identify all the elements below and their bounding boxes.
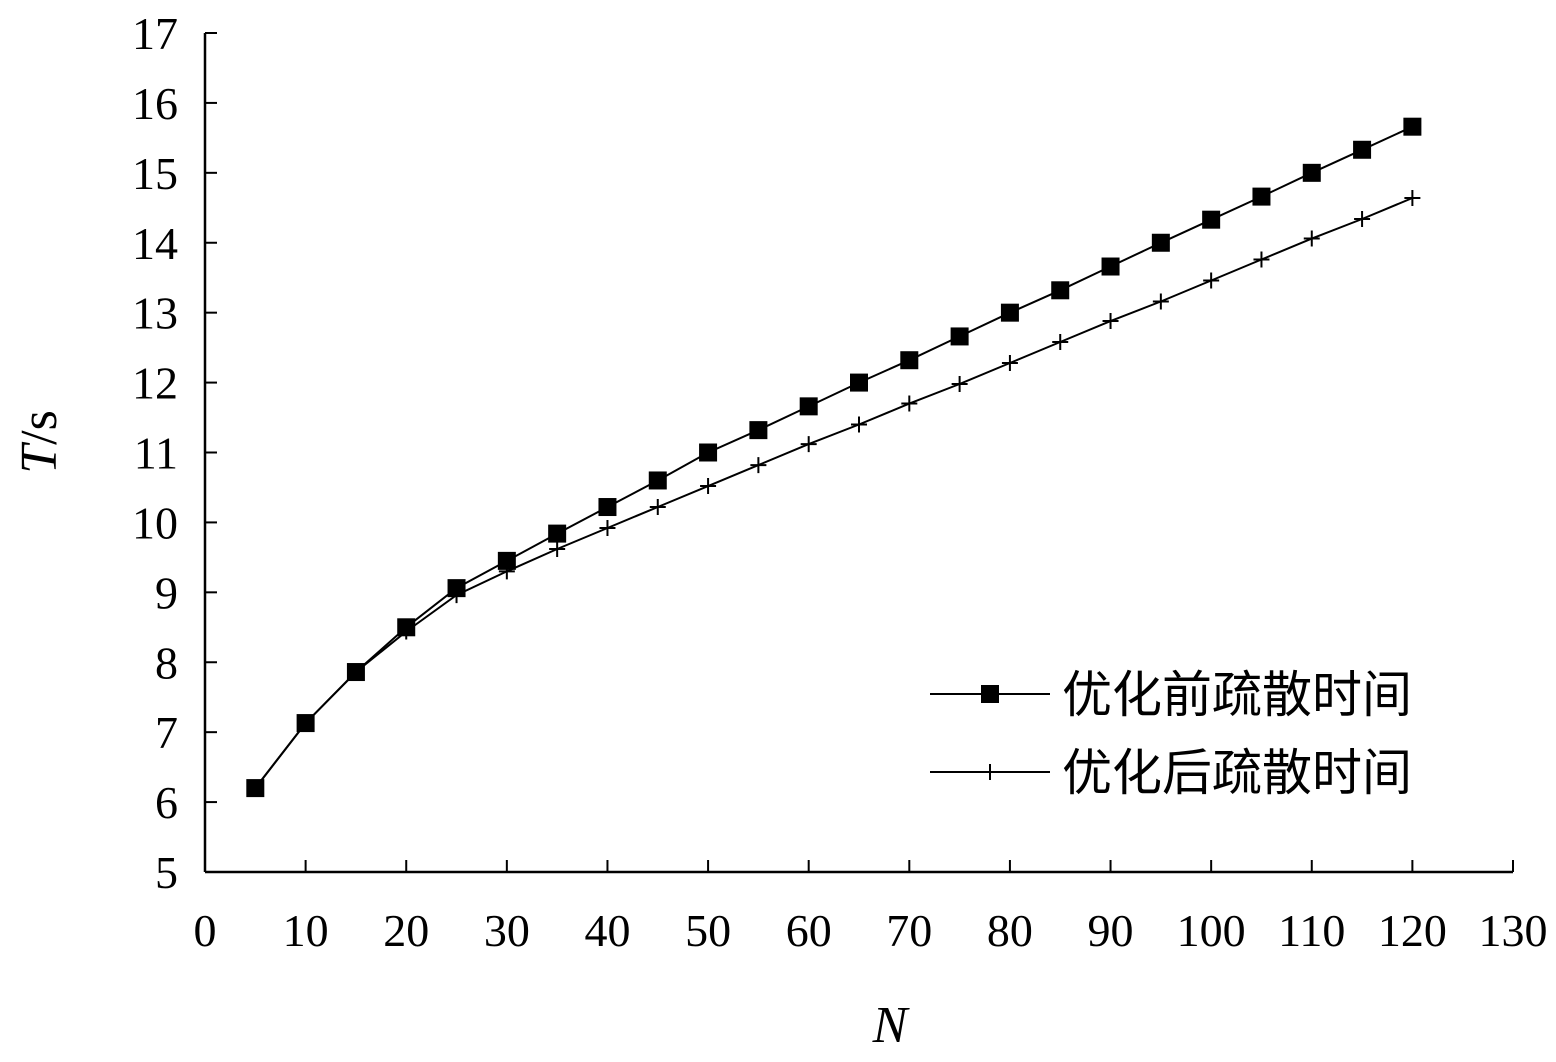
x-tick-label: 10	[283, 905, 329, 956]
data-point-plus	[649, 499, 666, 516]
y-axis-ticks: 5 6 7 8 9 10 11 12 13 14 15 16 17	[132, 8, 217, 898]
data-point-square	[1302, 163, 1321, 182]
data-point-square	[1000, 303, 1019, 322]
data-point-square	[1403, 117, 1422, 136]
x-axis-ticks: 0 10 20 30 40 50 60 70 80 90 100 110 120 130	[194, 860, 1548, 956]
x-tick-label: 30	[484, 905, 530, 956]
x-axis-title: N	[872, 997, 911, 1054]
data-point-plus	[851, 416, 867, 433]
x-tick-label: 90	[1088, 905, 1134, 956]
legend-label: 优化后疏散时间	[1062, 744, 1412, 802]
data-point-plus	[1404, 190, 1421, 207]
y-tick-label: 6	[155, 777, 178, 828]
data-point-square	[1202, 210, 1221, 229]
x-tick-label: 60	[786, 905, 832, 956]
legend-marker-square	[981, 685, 999, 703]
x-tick-label: 130	[1479, 905, 1548, 956]
y-tick-label: 9	[155, 567, 178, 618]
data-point-plus	[1253, 251, 1270, 268]
data-point-square	[850, 373, 868, 392]
data-point-plus	[951, 375, 968, 392]
y-tick-label: 5	[155, 847, 178, 898]
data-point-plus	[1052, 334, 1069, 351]
data-point-plus	[1001, 355, 1018, 372]
data-point-square	[749, 421, 768, 440]
y-tick-label: 16	[132, 78, 178, 129]
y-axis-title-unit: /s	[11, 410, 68, 445]
data-point-plus	[297, 715, 314, 732]
data-point-plus	[599, 520, 616, 537]
data-point-plus	[448, 587, 465, 604]
data-point-plus	[700, 478, 717, 495]
data-point-plus	[1303, 230, 1320, 247]
data-point-plus	[1354, 210, 1371, 227]
data-point-square	[548, 524, 567, 543]
legend-marker-plus	[982, 764, 998, 780]
data-point-plus	[1102, 313, 1119, 330]
series-1	[246, 117, 1422, 798]
data-point-plus	[901, 395, 918, 412]
data-point-square	[1151, 233, 1170, 252]
series-layer	[246, 117, 1422, 798]
y-tick-label: 10	[132, 497, 178, 548]
x-tick-label: 120	[1378, 905, 1447, 956]
x-tick-label: 70	[886, 905, 932, 956]
data-point-square	[1353, 140, 1372, 159]
data-point-square	[950, 327, 969, 346]
data-point-square	[1252, 187, 1271, 206]
y-tick-label: 8	[155, 637, 178, 688]
y-axis-title-symbol: T	[11, 442, 68, 474]
y-tick-label: 15	[132, 148, 178, 199]
y-tick-label: 14	[132, 218, 178, 269]
data-point-square	[648, 471, 667, 490]
data-point-square	[900, 351, 919, 370]
data-point-plus	[347, 664, 364, 681]
data-point-square	[699, 443, 718, 462]
x-tick-label: 20	[383, 905, 429, 956]
data-point-plus	[247, 780, 264, 797]
y-tick-label: 17	[132, 8, 178, 59]
data-point-square	[598, 498, 617, 517]
y-tick-label: 13	[132, 288, 178, 339]
data-point-plus	[549, 540, 566, 557]
data-point-plus	[1152, 293, 1169, 310]
series-2	[247, 190, 1421, 797]
data-point-plus	[1203, 272, 1220, 289]
data-point-plus	[498, 563, 515, 580]
x-tick-label: 40	[584, 905, 630, 956]
data-point-square	[497, 551, 516, 570]
y-tick-label: 7	[155, 707, 178, 758]
data-point-square	[799, 397, 818, 416]
y-tick-label: 11	[134, 428, 178, 479]
x-tick-label: 50	[685, 905, 731, 956]
data-point-plus	[398, 623, 415, 640]
data-point-square	[1051, 281, 1070, 300]
data-point-plus	[800, 436, 817, 453]
legend-entry-1: 优化前疏散时间	[930, 666, 1412, 724]
legend-label: 优化前疏散时间	[1062, 666, 1412, 724]
y-axis-title: T/s	[11, 410, 68, 474]
x-tick-label: 0	[194, 905, 217, 956]
data-point-square	[1101, 257, 1120, 276]
data-point-plus	[750, 457, 767, 474]
x-tick-label: 80	[987, 905, 1033, 956]
x-tick-label: 100	[1177, 905, 1246, 956]
y-tick-label: 12	[132, 358, 178, 409]
legend-entry-2: 优化后疏散时间	[930, 744, 1412, 802]
series-line	[254, 197, 1413, 789]
x-tick-label: 110	[1278, 905, 1345, 956]
